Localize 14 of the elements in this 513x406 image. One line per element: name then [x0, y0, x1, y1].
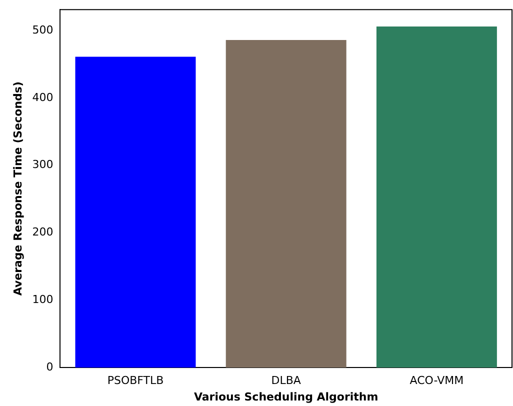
y-tick-label: 100 [32, 293, 54, 306]
bar [226, 40, 346, 368]
y-tick-label: 200 [32, 226, 54, 239]
x-tick-label: DLBA [271, 374, 302, 388]
x-tick-label: PSOBFTLB [107, 374, 164, 388]
x-axis-title: Various Scheduling Algorithm [194, 390, 378, 404]
y-tick-label: 400 [32, 90, 54, 104]
y-tick-label: 300 [32, 158, 54, 172]
x-tick-label: ACO-VMM [410, 374, 464, 388]
bar [75, 56, 196, 368]
y-axis-title: Average Response Time (Seconds) [11, 82, 24, 296]
y-tick-label: 0 [46, 360, 54, 374]
y-tick-label: 500 [32, 23, 54, 36]
bar [376, 26, 497, 368]
